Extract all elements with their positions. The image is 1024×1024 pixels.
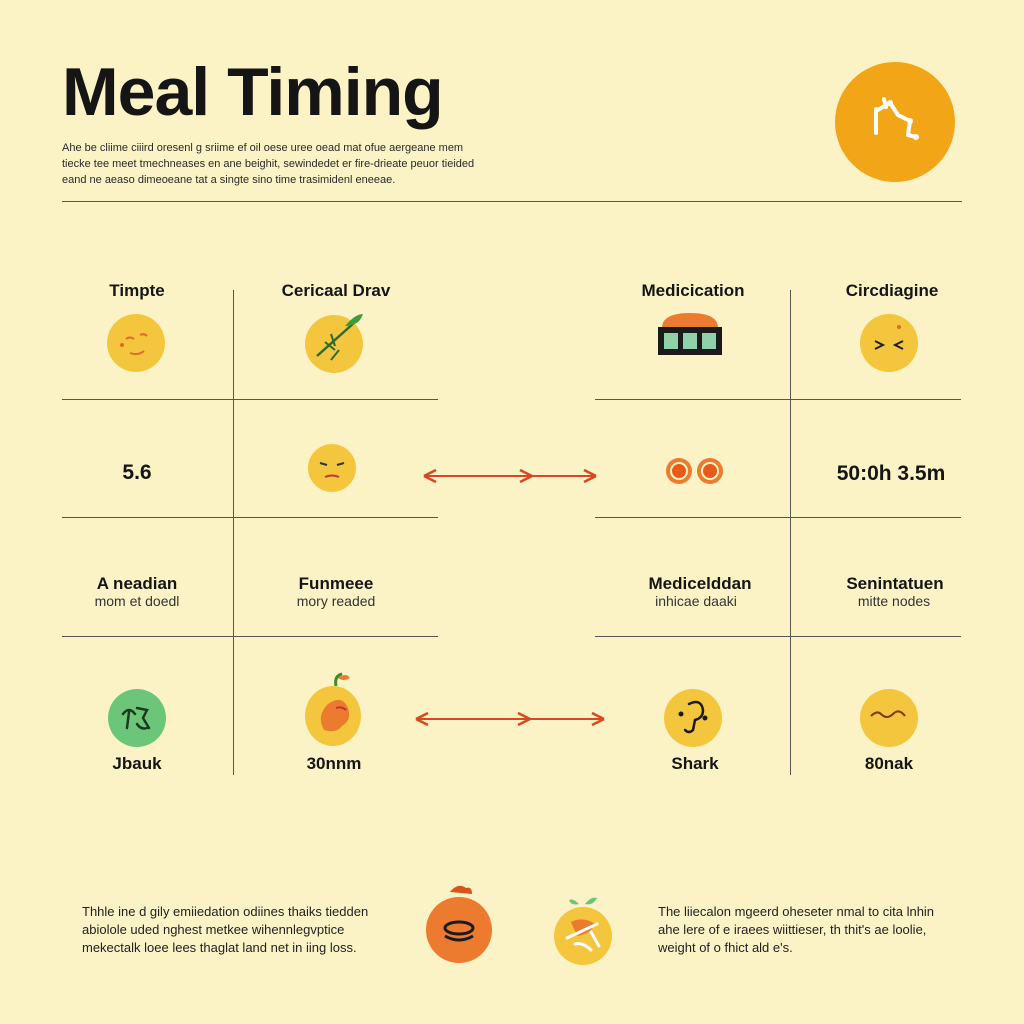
symbol-icon [108,689,166,747]
cell-icon [107,688,167,748]
cell-icon [859,688,919,748]
grid-divider [62,517,438,518]
grid-divider [62,636,438,637]
cell-label: Shark [671,754,719,773]
cell-icon [656,312,724,360]
grid-divider [233,290,234,775]
footer-note-right: The liiecalon mgeerd oheseter nmal to ci… [658,904,935,955]
footer-icon [424,884,494,966]
footer-icon [553,892,617,966]
cell-icon [859,313,919,373]
intro-text: Ahe be cliime ciiird oresenl g sriime ef… [62,142,475,186]
cell-subtitle: mitte nodes [857,593,931,609]
cell-subtitle: mom et doedl [94,593,180,609]
grid-divider [790,290,791,775]
grid-divider [62,399,438,400]
fruit-icon [554,897,612,965]
fruit-icon [305,672,361,746]
cell-icon [663,688,723,748]
cell-icon [304,672,364,748]
grid-divider [595,517,961,518]
cell-icon [305,312,367,374]
cell-subtitle: inhicae daaki [655,593,737,609]
column-header: Medicication [641,281,745,300]
leaf-icon [305,314,363,373]
footer-note-left: Thhle ine d gily emiiedation odiines tha… [82,904,369,955]
squint-face-icon [860,314,918,372]
face-icon [107,314,165,372]
grid-divider [595,399,961,400]
page-title: Meal Timing [62,54,444,130]
column-header: Timpte [109,281,165,300]
cell-label: 30nnm [306,754,362,773]
bowl-icon [426,885,492,963]
pill-box-icon [658,313,722,355]
cell-label: 80nak [864,754,914,773]
arrow-connector [415,711,605,727]
column-header: Circdiagine [845,281,939,300]
header-divider [62,201,962,202]
face-icon [664,689,722,747]
cell-label: Jbauk [112,754,162,773]
cell-icon [106,313,166,373]
cell-title: Senintatuen [846,574,944,593]
face-icon [860,689,918,747]
column-header: Cericaal Drav [281,281,391,300]
sleepy-face-icon [308,444,356,492]
cell-value: 5.6 [122,461,152,484]
cell-title: A neadian [96,574,178,593]
cell-subtitle: mory readed [296,593,376,609]
double-ring-icon [666,458,723,484]
header-badge [834,61,956,183]
arrow-connector [423,468,597,484]
cell-icon [664,455,726,487]
cell-value: 50:0h 3.5m [836,462,946,485]
circadian-figure-icon [835,62,955,182]
cell-title: Medicelddan [648,574,752,593]
grid-divider [595,636,961,637]
cell-title: Funmeee [298,574,374,593]
cell-icon [307,443,357,493]
